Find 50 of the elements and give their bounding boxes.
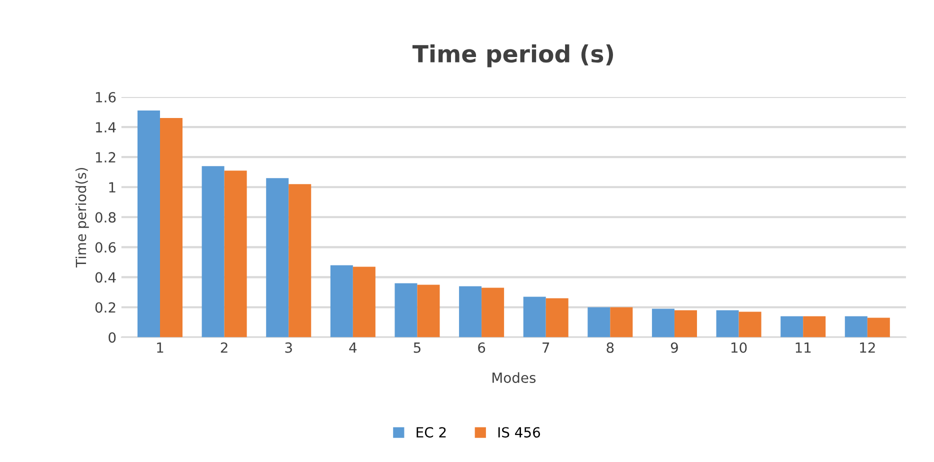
x-tick-label: 11 [796,342,811,353]
y-tick-label: 1.6 [96,92,116,102]
y-tick-label: 0.8 [95,212,116,223]
bar [588,307,610,338]
bar [224,170,247,338]
x-tick-label: 3 [285,342,292,353]
y-tick-label: 0.4 [95,272,116,283]
y-tick-label: 0.6 [95,242,116,253]
x-tick-label: 4 [349,342,357,353]
bar [546,298,568,338]
y-tick-label: 1.2 [96,152,116,162]
legend-label: IS 456 [498,427,540,438]
bar [202,166,224,338]
x-tick-label: 9 [670,342,678,353]
y-tick-label: 1 [109,182,116,192]
x-tick-label: 12 [860,342,875,353]
y-axis-title: Time period(s) [75,168,89,268]
bar [459,286,482,338]
x-axis-title: Modes [492,372,536,383]
chart-title: Time period (s) [412,44,614,68]
bar [137,110,160,338]
bar [716,310,739,338]
x-tick-label: 5 [414,342,420,353]
bar [288,184,312,338]
bar [266,178,289,338]
bar [780,316,804,338]
bar [867,318,890,338]
x-tick-label: 10 [731,342,747,353]
bar [352,266,376,338]
bar [738,312,762,338]
bar [652,308,674,338]
bar [523,296,546,338]
bar [394,283,418,338]
bar [803,316,826,338]
x-tick-label: 8 [606,342,614,353]
x-tick-label: 7 [542,342,550,353]
x-tick-label: 1 [157,342,164,353]
bar [610,307,633,338]
bar [674,310,697,338]
y-tick-label: 1.4 [96,122,116,132]
x-tick-label: 6 [478,342,486,353]
bar [160,118,183,338]
bar [417,284,440,338]
y-tick-label: 0 [108,332,116,343]
bar [844,316,868,338]
y-tick-label: 0.2 [95,302,116,313]
x-tick-label: 2 [220,342,228,353]
bar [330,265,353,338]
legend-label: EC 2 [416,427,446,438]
bar [482,288,504,338]
